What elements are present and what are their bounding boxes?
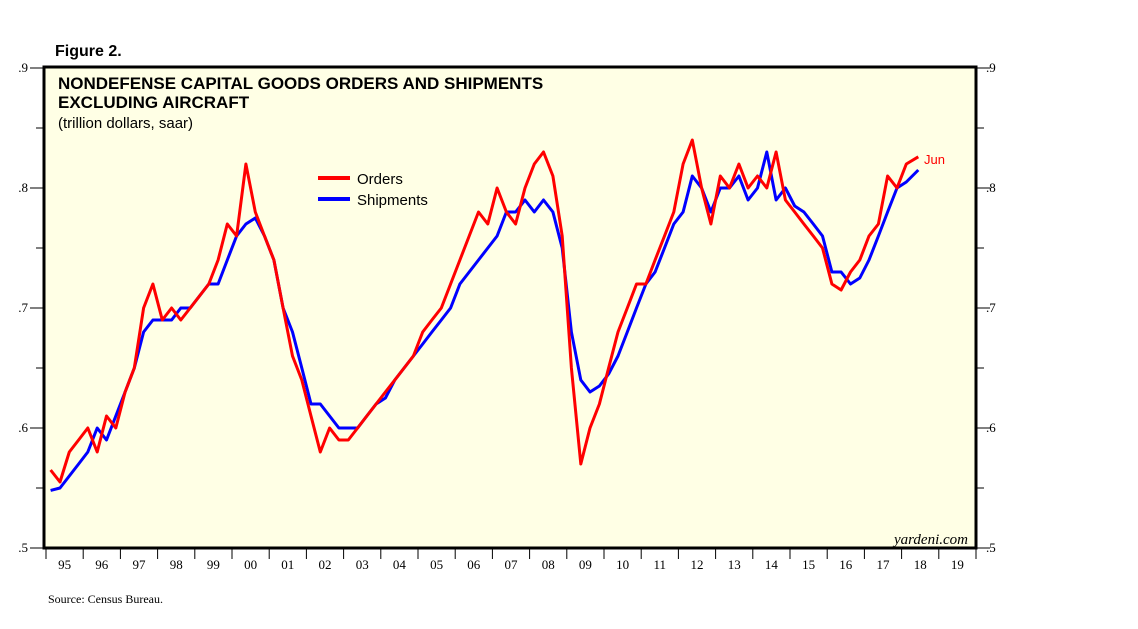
x-tick-label: 95 <box>58 557 71 572</box>
y-tick-label-right: .9 <box>986 60 996 75</box>
chart-title-line2: EXCLUDING AIRCRAFT <box>58 93 250 112</box>
plot-area <box>42 65 978 550</box>
y-tick-label-right: .6 <box>986 420 996 435</box>
y-tick-label-right: .5 <box>986 540 996 555</box>
x-tick-label: 15 <box>802 557 815 572</box>
source-note: Source: Census Bureau. <box>48 592 163 606</box>
x-tick-label: 11 <box>654 557 667 572</box>
x-tick-label: 98 <box>170 557 183 572</box>
x-tick-label: 02 <box>319 557 332 572</box>
watermark: yardeni.com <box>892 532 968 548</box>
figure-label: Figure 2. <box>55 43 122 60</box>
legend-label-orders: Orders <box>357 171 403 188</box>
last-point-label: Jun <box>924 152 945 167</box>
x-tick-label: 03 <box>356 557 369 572</box>
x-tick-label: 16 <box>839 557 853 572</box>
y-tick-label-left: .7 <box>18 300 28 315</box>
x-tick-label: 17 <box>877 557 891 572</box>
x-tick-label: 18 <box>914 557 927 572</box>
y-tick-label-right: .7 <box>986 300 996 315</box>
y-tick-label-left: .9 <box>18 60 28 75</box>
x-tick-label: 13 <box>728 557 741 572</box>
x-tick-label: 04 <box>393 557 407 572</box>
x-tick-label: 99 <box>207 557 220 572</box>
chart-subtitle: (trillion dollars, saar) <box>58 115 193 132</box>
legend-label-shipments: Shipments <box>357 192 428 209</box>
x-tick-label: 07 <box>505 557 519 572</box>
series-line-orders <box>49 138 920 484</box>
x-tick-label: 05 <box>430 557 443 572</box>
x-tick-label: 00 <box>244 557 257 572</box>
y-tick-label-right: .8 <box>986 180 996 195</box>
y-tick-label-left: .5 <box>18 540 28 555</box>
x-tick-label: 96 <box>95 557 109 572</box>
y-tick-label-left: .6 <box>18 420 28 435</box>
x-tick-label: 14 <box>765 557 779 572</box>
x-tick-label: 97 <box>133 557 147 572</box>
x-tick-label: 09 <box>579 557 592 572</box>
x-tick-label: 08 <box>542 557 555 572</box>
x-tick-label: 06 <box>467 557 481 572</box>
chart-title: NONDEFENSE CAPITAL GOODS ORDERS AND SHIP… <box>58 74 543 93</box>
x-tick-label: 12 <box>691 557 704 572</box>
x-tick-label: 19 <box>951 557 964 572</box>
x-tick-label: 01 <box>281 557 294 572</box>
x-tick-label: 10 <box>616 557 629 572</box>
y-tick-label-left: .8 <box>18 180 28 195</box>
legend: Orders Shipments <box>318 171 428 209</box>
